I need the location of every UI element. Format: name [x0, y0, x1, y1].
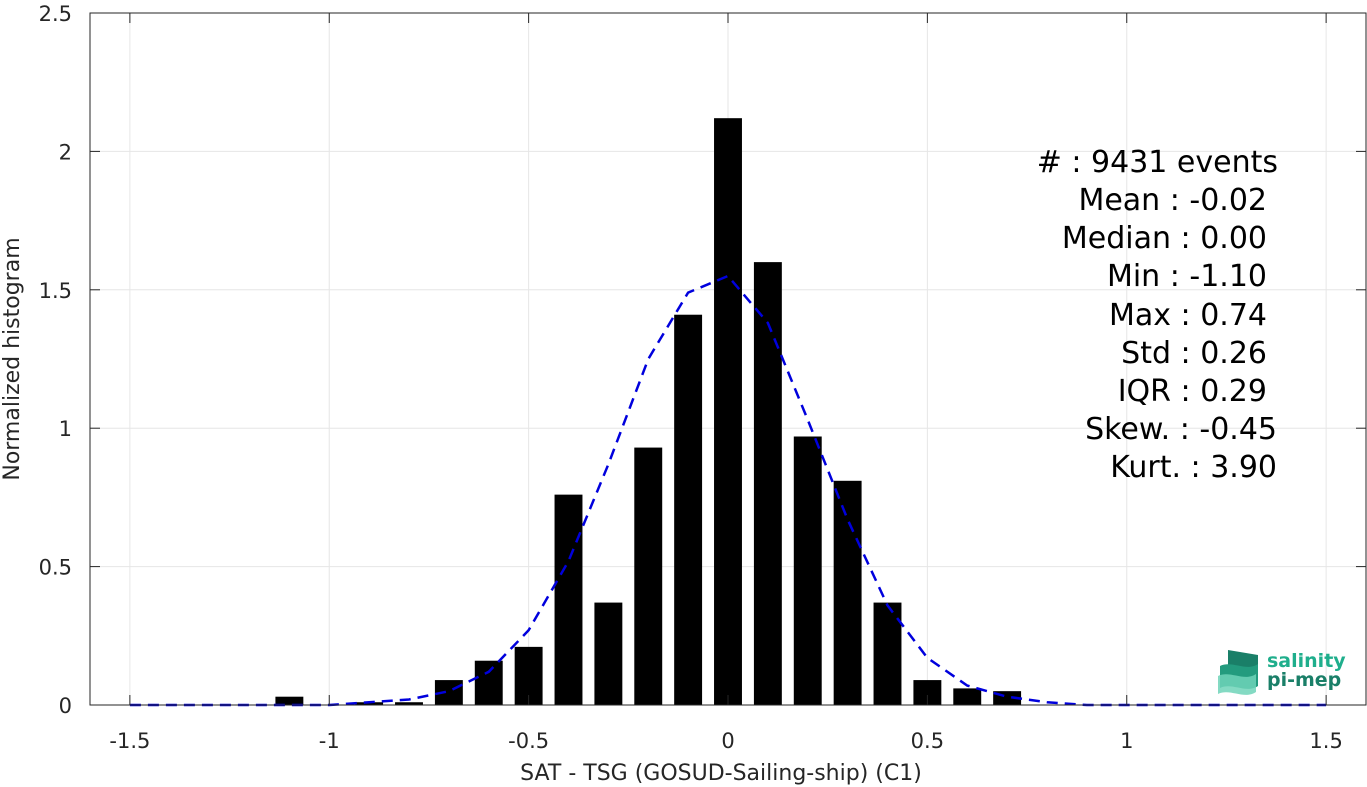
histogram-bar: [275, 696, 304, 705]
y-tick-label: 2: [59, 140, 72, 164]
statistics-box: # : 9431 events Mean : -0.02 Median : 0.…: [1037, 145, 1278, 485]
histogram-bar: [793, 436, 822, 705]
x-tick-label: 1.5: [1309, 729, 1342, 753]
y-axis-label: Normalized histogram: [0, 237, 25, 480]
stat-min: Min : -1.10: [1107, 259, 1267, 294]
y-tick-labels: 0 0.5 1 1.5 2 2.5: [39, 2, 72, 718]
histogram-bar: [355, 702, 384, 705]
histogram-bar: [554, 494, 583, 705]
histogram-bar: [753, 262, 782, 705]
histogram-bar: [714, 118, 742, 705]
histogram-bar: [395, 702, 423, 705]
logo-line2: pi-mep: [1267, 669, 1341, 691]
histogram-bar: [953, 688, 982, 705]
x-tick-labels: -1.5 -1 -0.5 0 0.5 1 1.5: [109, 729, 1342, 753]
x-tick-label: -0.5: [508, 729, 549, 753]
histogram-bar: [474, 660, 503, 705]
x-tick-label: -1: [319, 729, 340, 753]
stat-kurt: Kurt. : 3.90: [1110, 450, 1277, 485]
x-tick-label: 1: [1120, 729, 1133, 753]
salinity-pimep-logo: salinity pi-mep: [1218, 650, 1346, 695]
y-tick-label: 1.5: [39, 279, 72, 303]
y-tick-label: 2.5: [39, 2, 72, 26]
logo-line1: salinity: [1267, 650, 1346, 672]
histogram-bar: [594, 602, 623, 705]
histogram-bars: [275, 118, 1022, 705]
stat-std: Std : 0.26: [1121, 336, 1267, 371]
stat-mean: Mean : -0.02: [1078, 183, 1267, 218]
logo-wave-icon: [1218, 650, 1258, 695]
y-tick-label: 0.5: [39, 556, 72, 580]
stat-events: # : 9431 events: [1037, 145, 1278, 180]
x-tick-label: 0: [721, 729, 734, 753]
x-axis-label: SAT - TSG (GOSUD-Sailing-ship) (C1): [520, 761, 922, 786]
y-tick-label: 1: [59, 417, 72, 441]
stat-iqr: IQR : 0.29: [1118, 374, 1267, 409]
x-tick-label: 0.5: [911, 729, 944, 753]
axis-ticks: [90, 12, 1366, 706]
stat-max: Max : 0.74: [1109, 298, 1267, 333]
stat-skew: Skew. : -0.45: [1085, 412, 1277, 447]
y-tick-label: 0: [59, 694, 72, 718]
stat-median: Median : 0.00: [1062, 221, 1267, 256]
histogram-bar: [634, 447, 663, 705]
x-tick-label: -1.5: [109, 729, 150, 753]
histogram-bar: [833, 480, 862, 705]
histogram-bar: [674, 314, 703, 705]
